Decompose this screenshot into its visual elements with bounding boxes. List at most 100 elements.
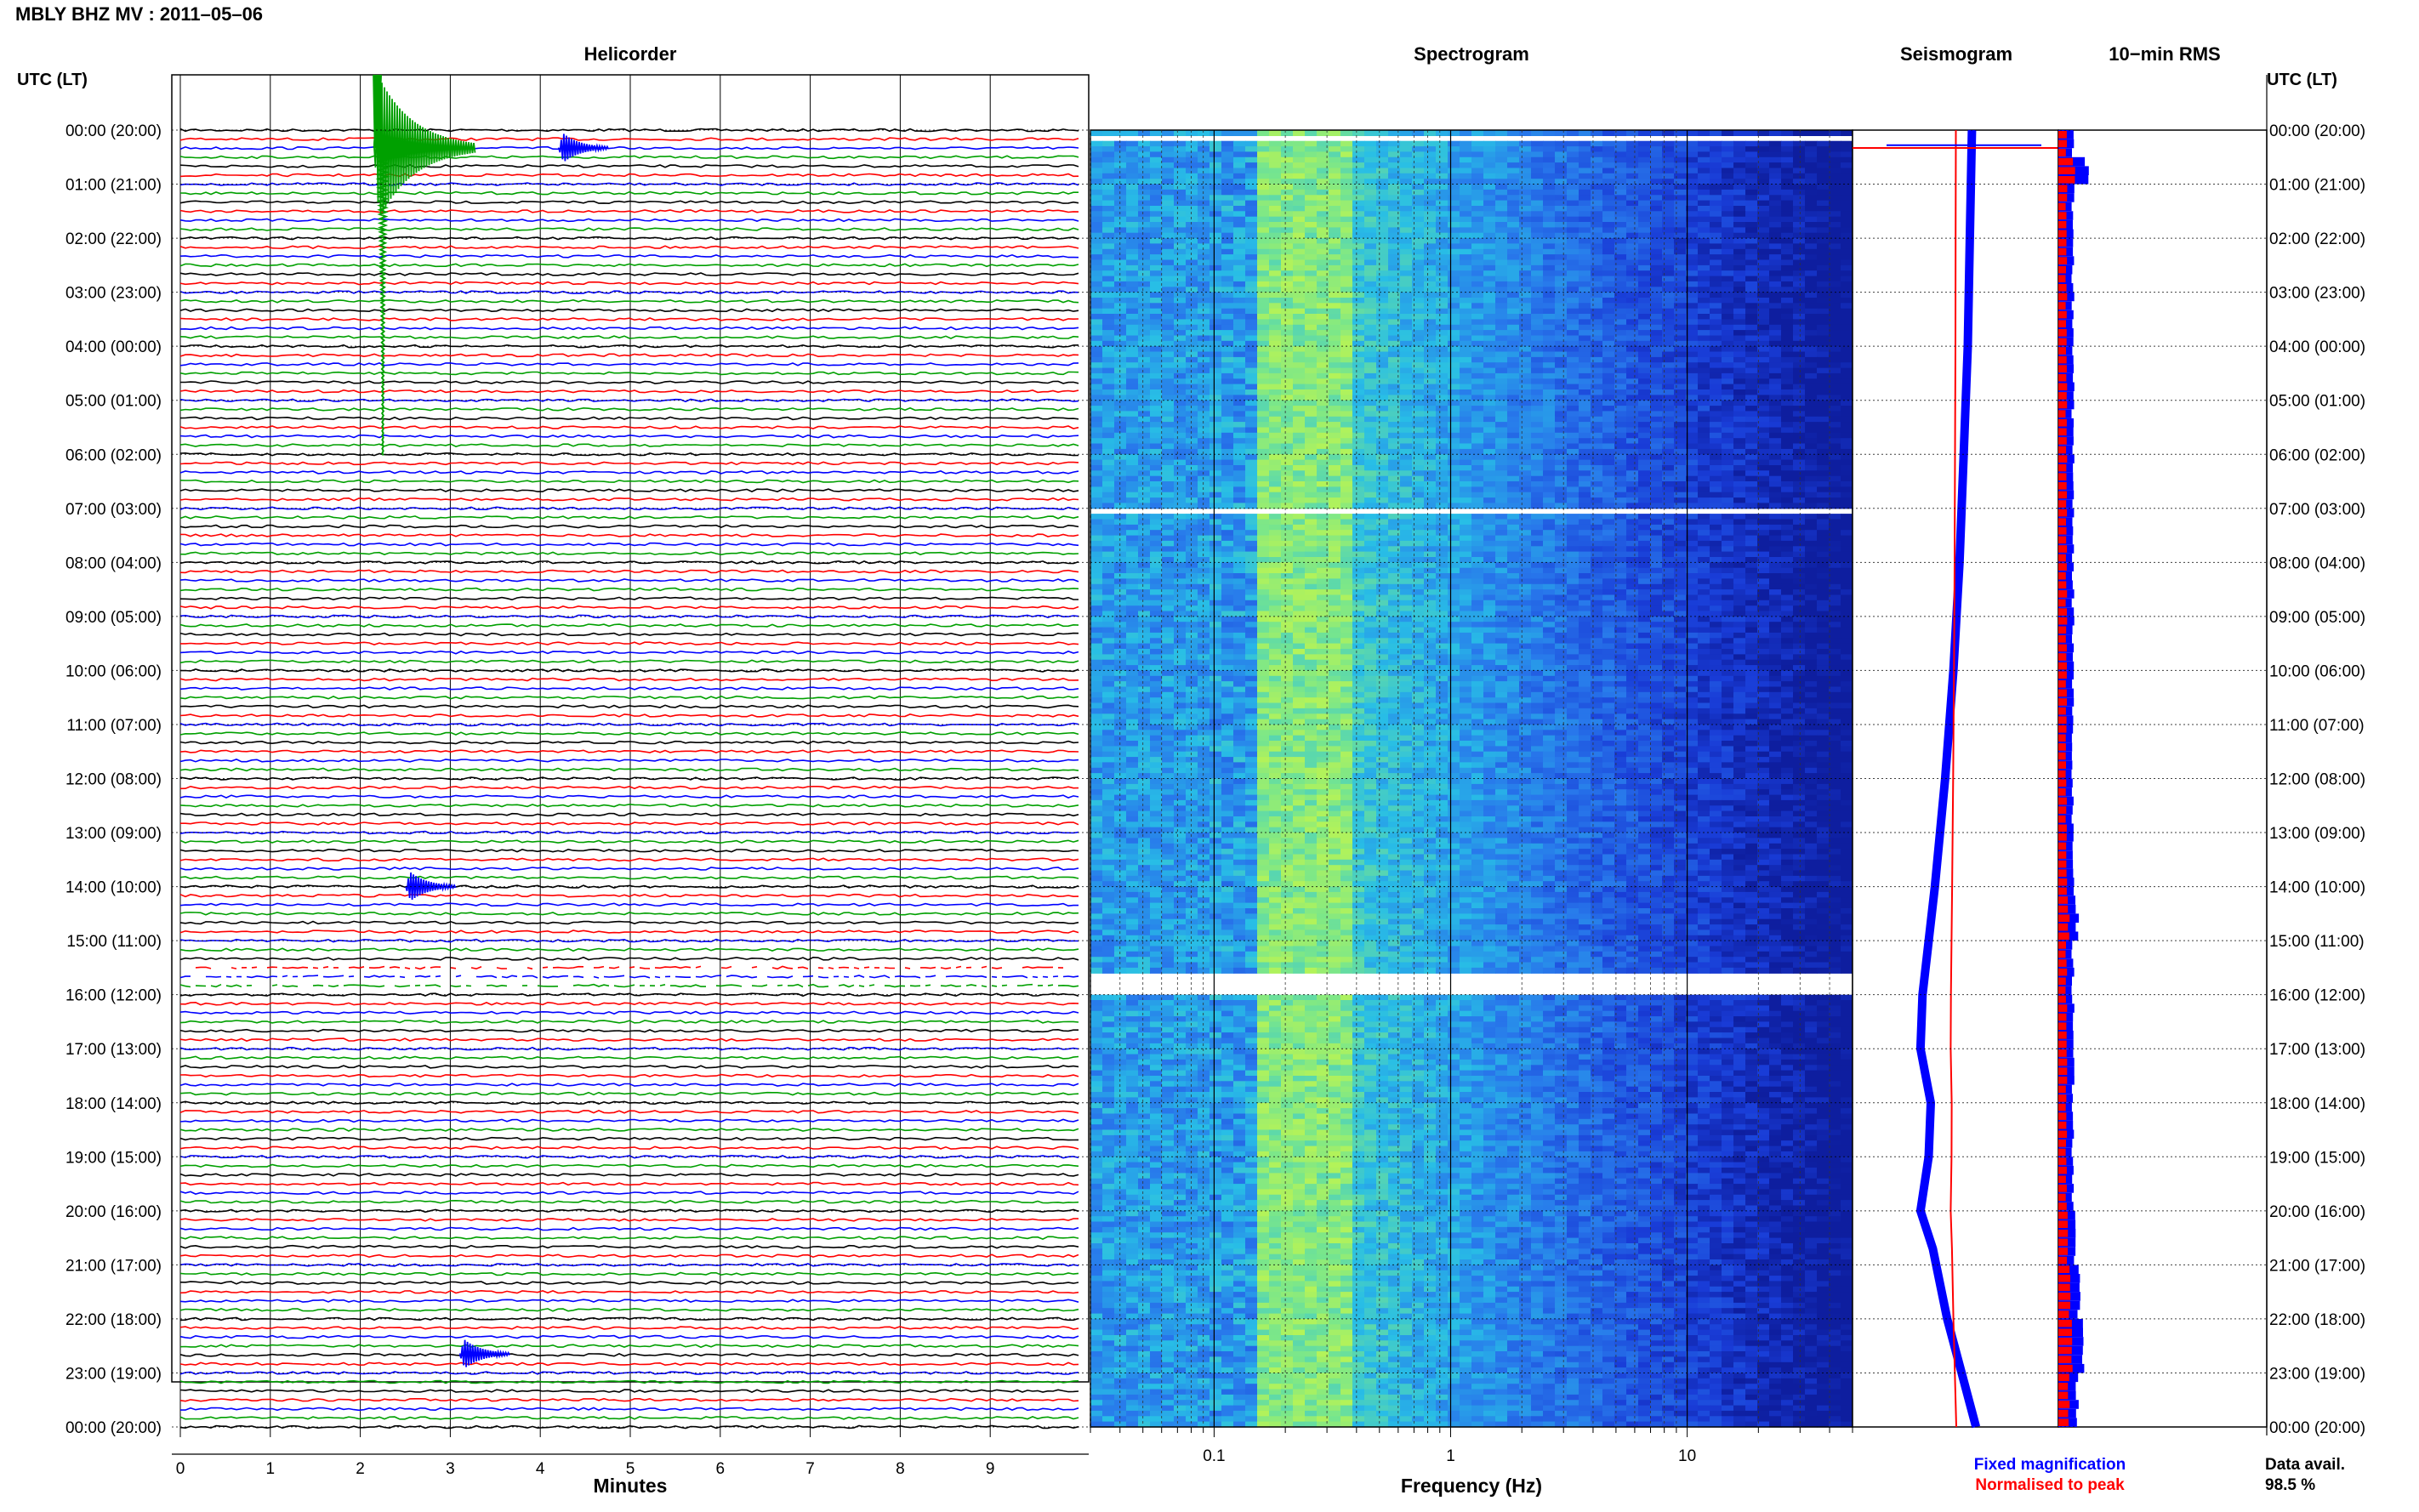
spectrogram-cell [1626,173,1639,179]
spectrogram-cell [1698,195,1710,201]
spectrogram-cell [1757,130,1770,136]
spectrogram-cell [1364,368,1377,374]
spectrogram-cell [1210,195,1222,201]
spectrogram-cell [1757,243,1770,249]
spectrogram-cell [1543,130,1556,136]
spectrogram-cell [1793,401,1806,406]
spectrogram-cell [1733,449,1746,455]
spectrogram-cell [1698,151,1710,157]
spectrogram-cell [1662,287,1675,293]
spectrogram-cell [1114,433,1127,439]
spectrogram-cell [1650,357,1663,363]
spectrogram-cell [1102,298,1115,304]
spectrogram-cell [1257,362,1270,368]
spectrogram-cell [1555,514,1568,520]
spectrogram-cell [1400,422,1413,428]
spectrogram-cell [1638,438,1651,444]
spectrogram-cell [1793,341,1806,347]
spectrogram-cell [1662,298,1675,304]
spectrogram-cell [1626,346,1639,352]
spectrogram-cell [1829,536,1841,542]
spectrogram-cell [1150,185,1163,190]
spectrogram-cell [1662,514,1675,520]
spectrogram-cell [1829,190,1841,196]
spectrogram-cell [1329,217,1341,223]
spectrogram-cell [1555,552,1568,558]
spectrogram-cell [1364,536,1377,542]
spectrogram-cell [1400,476,1413,482]
spectrogram-cell [1198,384,1210,390]
spectrogram-cell [1579,438,1591,444]
spectrogram-cell [1364,141,1377,147]
spectrogram-cell [1710,190,1722,196]
spectrogram-cell [1650,536,1663,542]
spectrogram-cell [1436,481,1449,487]
spectrogram-cell [1126,260,1139,266]
spectrogram-cell [1424,520,1437,526]
spectrogram-cell [1424,130,1437,136]
spectrogram-cell [1424,233,1437,239]
spectrogram-cell [1507,552,1520,558]
spectrogram-cell [1424,406,1437,412]
spectrogram-cell [1710,460,1722,466]
spectrogram-cell [1090,195,1103,201]
spectrogram-cell [1269,470,1282,476]
spectrogram-cell [1531,497,1544,503]
spectrogram-cell [1698,157,1710,163]
spectrogram-cell [1579,303,1591,309]
spectrogram-cell [1829,206,1841,212]
spectrogram-cell [1602,552,1615,558]
spectrogram-cell [1483,238,1496,244]
spectrogram-cell [1162,211,1175,217]
spectrogram-cell [1805,201,1818,207]
spectrogram-cell [1233,406,1246,412]
spectrogram-cell [1340,168,1353,174]
spectrogram-cell [1495,486,1508,492]
spectrogram-cell [1102,243,1115,249]
spectrogram-cell [1662,238,1675,244]
spectrogram-cell [1543,428,1556,434]
spectrogram-cell [1817,389,1830,395]
spectrogram-cell [1829,406,1841,412]
spectrogram-cell [1233,514,1246,520]
spectrogram-cell [1543,449,1556,455]
spectrogram-cell [1710,411,1722,417]
spectrogram-cell [1531,406,1544,412]
spectrogram-cell [1674,497,1687,503]
spectrogram-cell [1221,270,1234,276]
spectrogram-cell [1460,260,1472,266]
spectrogram-cell [1733,298,1746,304]
spectrogram-cell [1769,481,1782,487]
spectrogram-cell [1126,276,1139,282]
spectrogram-cell [1638,276,1651,282]
spectrogram-cell [1483,303,1496,309]
spectrogram-cell [1507,265,1520,271]
spectrogram-cell [1424,179,1437,185]
spectrogram-cell [1233,368,1246,374]
spectrogram-cell [1102,352,1115,358]
spectrogram-cell [1114,162,1127,168]
spectrogram-cell [1579,325,1591,331]
spectrogram-cell [1162,260,1175,266]
spectrogram-cell [1805,185,1818,190]
spectrogram-cell [1436,227,1449,233]
spectrogram-cell [1257,314,1270,320]
spectrogram-cell [1626,503,1639,509]
spectrogram-cell [1507,298,1520,304]
spectrogram-cell [1626,260,1639,266]
spectrogram-cell [1210,438,1222,444]
spectrogram-cell [1841,270,1853,276]
spectrogram-cell [1543,341,1556,347]
spectrogram-cell [1757,346,1770,352]
spectrogram-cell [1329,520,1341,526]
spectrogram-cell [1543,357,1556,363]
spectrogram-cell [1483,270,1496,276]
spectrogram-cell [1733,330,1746,336]
spectrogram-cell [1483,341,1496,347]
spectrogram-cell [1329,211,1341,217]
spectrogram-cell [1376,330,1389,336]
spectrogram-cell [1781,190,1794,196]
spectrogram-cell [1329,401,1341,406]
spectrogram-cell [1245,336,1258,342]
spectrogram-cell [1198,422,1210,428]
